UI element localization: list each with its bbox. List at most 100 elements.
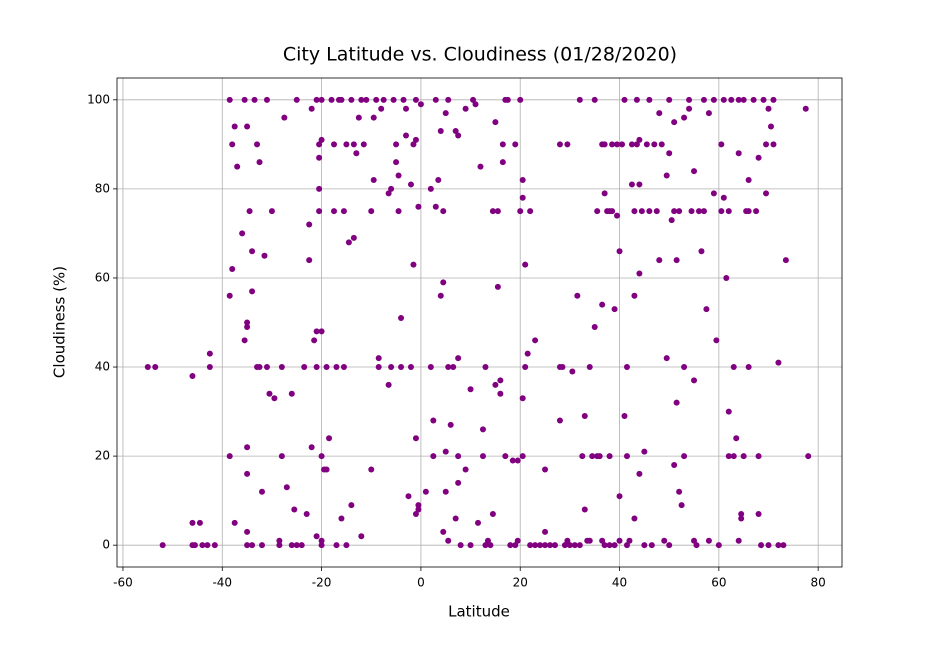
plot-frame: [116, 77, 843, 568]
point: [725, 208, 732, 215]
point: [338, 515, 345, 522]
point: [581, 506, 588, 513]
point: [398, 364, 405, 371]
point: [487, 542, 494, 549]
point: [763, 141, 770, 148]
point: [532, 542, 539, 549]
point: [507, 542, 514, 549]
point: [621, 96, 628, 103]
point: [144, 364, 151, 371]
point: [306, 221, 313, 228]
point: [159, 542, 166, 549]
point: [492, 119, 499, 126]
point: [623, 364, 630, 371]
point: [410, 141, 417, 148]
point: [596, 453, 603, 460]
point: [599, 301, 606, 308]
point: [705, 537, 712, 544]
point: [432, 96, 439, 103]
x-axis-label: Latitude: [448, 603, 510, 621]
point: [278, 364, 285, 371]
point: [199, 542, 206, 549]
point: [589, 453, 596, 460]
point: [251, 96, 258, 103]
point: [226, 453, 233, 460]
point: [358, 96, 365, 103]
point: [206, 350, 213, 357]
point: [417, 101, 424, 108]
point: [445, 537, 452, 544]
point: [415, 502, 422, 509]
point: [432, 203, 439, 210]
x-tick-label: -20: [312, 576, 332, 590]
point: [623, 542, 630, 549]
point: [338, 96, 345, 103]
point: [350, 234, 357, 241]
point: [437, 292, 444, 299]
x-tick-label: 20: [513, 576, 528, 590]
point: [601, 141, 608, 148]
point: [263, 96, 270, 103]
point: [691, 377, 698, 384]
point: [770, 96, 777, 103]
point: [407, 364, 414, 371]
point: [700, 208, 707, 215]
chart-title: City Latitude vs. Cloudiness (01/28/2020…: [283, 44, 677, 66]
point: [636, 136, 643, 143]
point: [484, 537, 491, 544]
x-tick-label: -40: [212, 576, 232, 590]
point: [586, 364, 593, 371]
point: [581, 413, 588, 420]
point: [422, 488, 429, 495]
point: [643, 141, 650, 148]
point: [676, 488, 683, 495]
point: [226, 96, 233, 103]
point: [782, 257, 789, 264]
point: [564, 537, 571, 544]
point: [537, 542, 544, 549]
point: [239, 230, 246, 237]
point: [686, 105, 693, 112]
point: [517, 208, 524, 215]
point: [455, 453, 462, 460]
point: [646, 208, 653, 215]
point: [395, 208, 402, 215]
point: [301, 364, 308, 371]
point: [316, 141, 323, 148]
point: [244, 542, 251, 549]
point: [671, 208, 678, 215]
point: [479, 453, 486, 460]
y-tick-label: 40: [95, 360, 110, 374]
point: [609, 141, 616, 148]
point: [586, 537, 593, 544]
point: [393, 159, 400, 166]
point: [802, 105, 809, 112]
point: [738, 511, 745, 518]
y-tick-label: 100: [87, 92, 110, 106]
point: [333, 542, 340, 549]
point: [244, 123, 251, 130]
y-tick-label: 0: [102, 538, 110, 552]
point: [616, 537, 623, 544]
point: [241, 337, 248, 344]
point: [780, 542, 787, 549]
point: [693, 542, 700, 549]
point: [477, 163, 484, 170]
point: [512, 141, 519, 148]
point: [636, 181, 643, 188]
point: [656, 257, 663, 264]
point: [447, 421, 454, 428]
point: [226, 292, 233, 299]
point: [725, 408, 732, 415]
point: [276, 537, 283, 544]
x-tick-label: -60: [113, 576, 133, 590]
point: [318, 542, 325, 549]
point: [542, 466, 549, 473]
point: [430, 417, 437, 424]
point: [571, 542, 578, 549]
point: [211, 542, 218, 549]
point: [661, 537, 668, 544]
point: [646, 96, 653, 103]
point: [663, 355, 670, 362]
point: [259, 488, 265, 495]
